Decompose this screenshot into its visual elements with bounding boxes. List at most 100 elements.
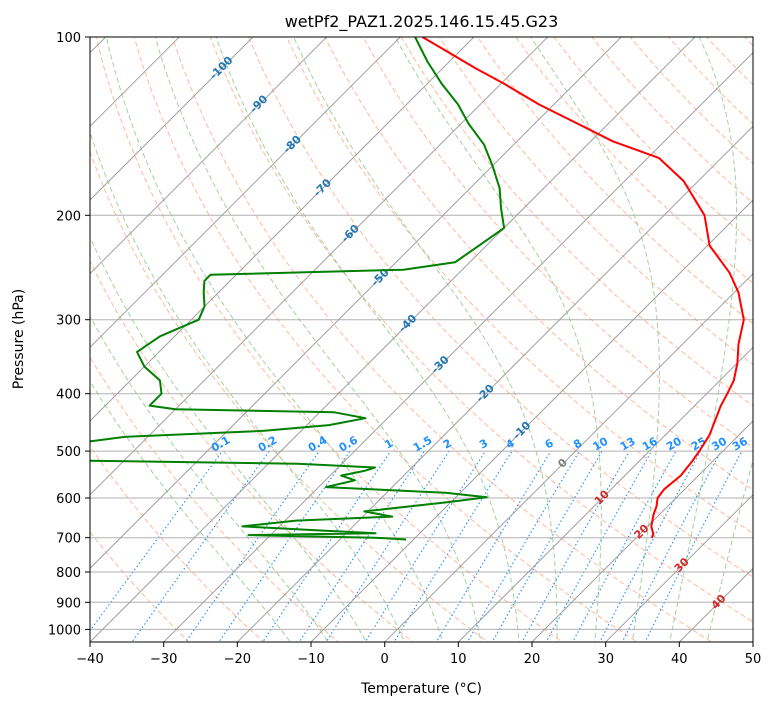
y-tick-label: 700 (56, 532, 81, 547)
moist-adiabat-line (706, 457, 753, 642)
y-axis-label: Pressure (hPa) (11, 289, 27, 389)
x-tick-label: 0 (381, 652, 389, 667)
moist-adiabat-line (669, 37, 738, 642)
isotherm-line (0, 10, 59, 654)
isotherm-line (90, 37, 254, 201)
dry-adiabat-line (286, 37, 753, 534)
isotherm-line (90, 37, 181, 128)
moist-adiabat-line (90, 380, 291, 642)
isotherm-line (383, 272, 753, 642)
y-axis-ticks: 1000 900 800 700 600 500 400 300 200 100 (48, 31, 90, 638)
sounding-series (90, 37, 745, 541)
dewpoint-line (90, 37, 506, 541)
dry-adiabat-line (95, 37, 564, 642)
isotherms (0, 10, 753, 654)
mixing-ratio-line (185, 450, 320, 642)
y-tick-label: 500 (56, 445, 81, 460)
y-tick-label: 400 (56, 388, 81, 403)
mixing-ratio-line (393, 450, 513, 642)
temperature-line (421, 37, 745, 539)
mixing-ratio-line (599, 450, 701, 642)
moist-adiabat-line (530, 37, 660, 642)
x-tick-label: −20 (224, 652, 251, 667)
x-tick-label: −30 (150, 652, 177, 667)
isotherm-label: 10 (592, 487, 612, 507)
isotherm-label: -30 (429, 353, 452, 376)
moist-adiabat-line (90, 314, 329, 642)
x-axis-label: Temperature (°C) (360, 681, 482, 697)
dry-adiabat-line (515, 37, 753, 284)
moist-adiabat-line (90, 235, 367, 642)
dry-adiabat-line (171, 37, 713, 642)
isotherm-line (531, 420, 753, 642)
dry-adiabat-line (362, 37, 753, 449)
isotherm-line (752, 641, 753, 642)
x-tick-label: 30 (597, 652, 614, 667)
pressure-gridlines (90, 37, 753, 630)
x-axis-ticks: −40 −30 −20 −10 0 10 20 30 40 50 (76, 642, 761, 667)
isotherm-line (90, 37, 402, 349)
dry-adiabat-line (477, 37, 753, 325)
dry-adiabat-line (90, 150, 489, 642)
dry-adiabat-line (90, 356, 340, 642)
moist-adiabat-line (394, 37, 602, 642)
mixing-ratio-line (325, 450, 450, 642)
isotherm-line (162, 51, 753, 642)
dry-adiabat-line (90, 531, 190, 642)
mixing-ratio-line (218, 450, 351, 642)
dry-adiabat-line (90, 259, 414, 642)
dry-adiabat-line (400, 37, 753, 407)
x-tick-label: 20 (524, 652, 541, 667)
mixing-ratio-line (491, 450, 603, 642)
dry-adiabat-line (705, 37, 753, 86)
isotherm-line (604, 493, 753, 642)
dry-adiabat-line (209, 37, 753, 623)
moist-adiabat-line (154, 37, 482, 642)
y-tick-label: 300 (56, 314, 81, 329)
moist-adiabats (90, 37, 753, 642)
mixing-ratio-line (644, 450, 743, 642)
chart-title: wetPf2_PAZ1.2025.146.15.45.G23 (285, 12, 559, 32)
isotherm-label: -20 (474, 381, 497, 404)
isotherm-label: -80 (281, 132, 304, 155)
mixing-ratio-lines (90, 450, 743, 642)
y-tick-label: 600 (56, 492, 81, 507)
mixing-ratio-line (545, 450, 653, 642)
isotherm-line (236, 125, 753, 642)
y-tick-label: 900 (56, 596, 81, 611)
y-tick-label: 1000 (48, 623, 81, 638)
isotherm-line (90, 37, 549, 496)
dry-adiabat-line (553, 37, 753, 244)
mixing-ratio-line (298, 450, 425, 642)
plot-area: -100-90-80-70-60-50-40-30-20-10010203040… (0, 10, 775, 654)
moist-adiabat-line (215, 37, 520, 642)
x-tick-label: 50 (745, 652, 762, 667)
mixing-ratio-line (262, 450, 392, 642)
isotherm-label: 40 (709, 592, 729, 612)
isotherm-line (457, 346, 753, 642)
dry-adiabat-line (133, 37, 638, 642)
plot-frame (89, 36, 754, 643)
mixing-ratio-line (131, 450, 270, 642)
dry-adiabat-line (591, 37, 753, 204)
isotherm-line (90, 37, 475, 422)
moist-adiabat-line (293, 37, 558, 642)
mixing-ratio-label: 6 (543, 436, 556, 451)
moist-adiabat-line (105, 37, 444, 642)
mixing-ratio-line (466, 450, 580, 642)
dry-adiabat-line (756, 10, 775, 654)
mixing-ratio-line (435, 450, 552, 642)
mixing-ratio-line (621, 450, 722, 642)
x-tick-label: −40 (76, 652, 103, 667)
isotherm-line (310, 199, 753, 642)
x-tick-label: −10 (297, 652, 324, 667)
moist-adiabat-line (90, 130, 406, 642)
isotherm-line (90, 37, 696, 642)
mixing-ratio-label: 3 (477, 437, 490, 452)
y-tick-label: 200 (56, 209, 81, 224)
y-tick-label: 100 (56, 31, 81, 46)
mixing-ratio-label: 2 (441, 437, 454, 452)
dry-adiabat-line (667, 37, 753, 125)
dry-adiabat-line (248, 37, 753, 578)
